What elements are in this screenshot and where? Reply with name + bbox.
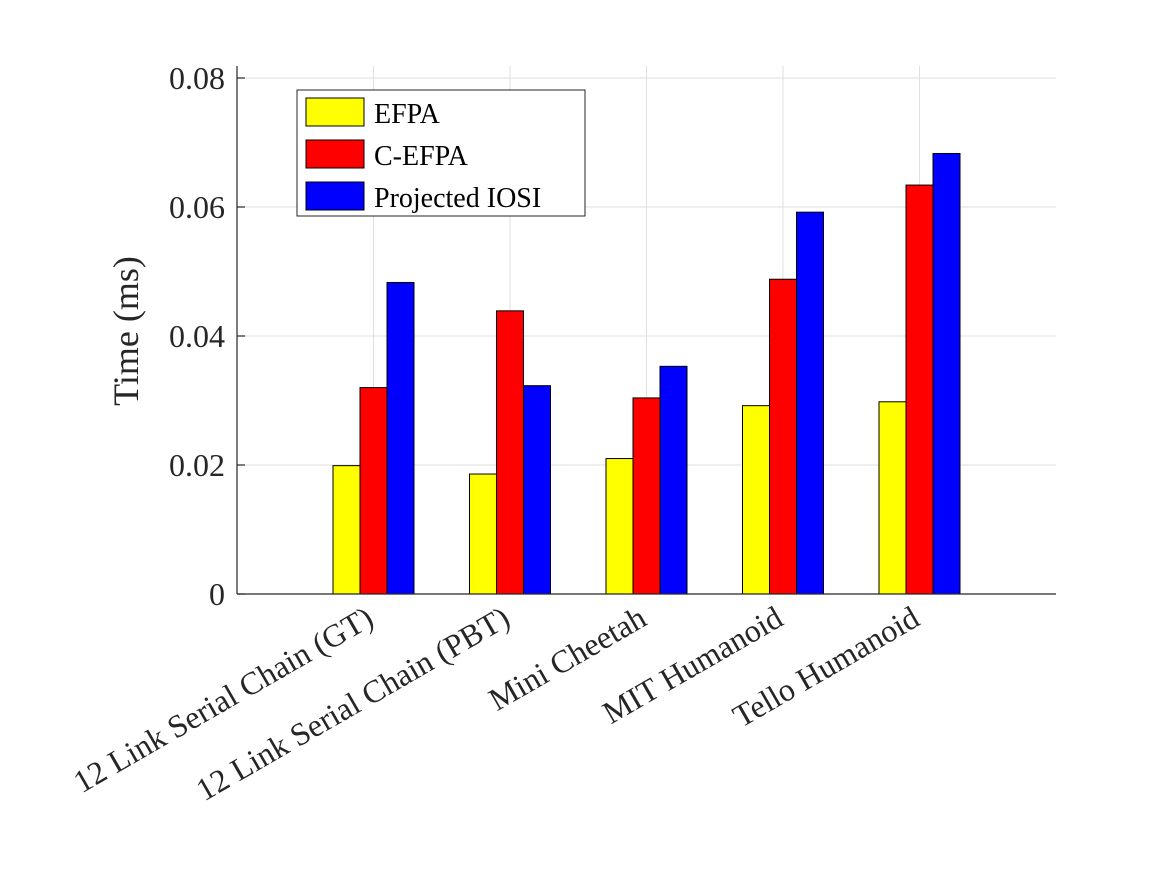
y-tick-label: 0.06: [169, 189, 225, 225]
bars: [332, 152, 961, 595]
legend-label: C-EFPA: [374, 141, 469, 172]
y-tick-label: 0.02: [169, 447, 225, 483]
y-tick-label: 0.04: [169, 318, 225, 354]
bar-efpa: [605, 458, 634, 595]
bar-c-efpa: [632, 397, 661, 595]
bar-efpa: [469, 473, 497, 595]
bar-c-efpa: [905, 184, 934, 595]
bar-c-efpa: [359, 387, 388, 595]
legend-swatch: [305, 97, 365, 127]
legend-swatch: [305, 181, 365, 211]
legend-label: Projected IOSI: [374, 183, 541, 214]
bar-projected-iosi: [932, 152, 961, 595]
bar-efpa: [878, 401, 907, 595]
y-axis-label: Time (ms): [106, 256, 146, 406]
bar-efpa: [742, 405, 770, 595]
y-tick-label: 0: [209, 576, 225, 612]
bar-c-efpa: [769, 278, 797, 595]
axes: [236, 66, 1056, 595]
bar-projected-iosi: [796, 211, 824, 595]
legend-swatch: [305, 139, 365, 169]
bar-projected-iosi: [659, 365, 688, 595]
bar-efpa: [332, 465, 361, 595]
legend: EFPA C-EFPA Projected IOSI: [296, 89, 586, 217]
bar-projected-iosi: [523, 385, 551, 595]
bar-projected-iosi: [386, 281, 415, 595]
y-tick-label: 0.08: [169, 60, 225, 96]
legend-label: EFPA: [374, 99, 441, 130]
bar-c-efpa: [496, 310, 524, 595]
